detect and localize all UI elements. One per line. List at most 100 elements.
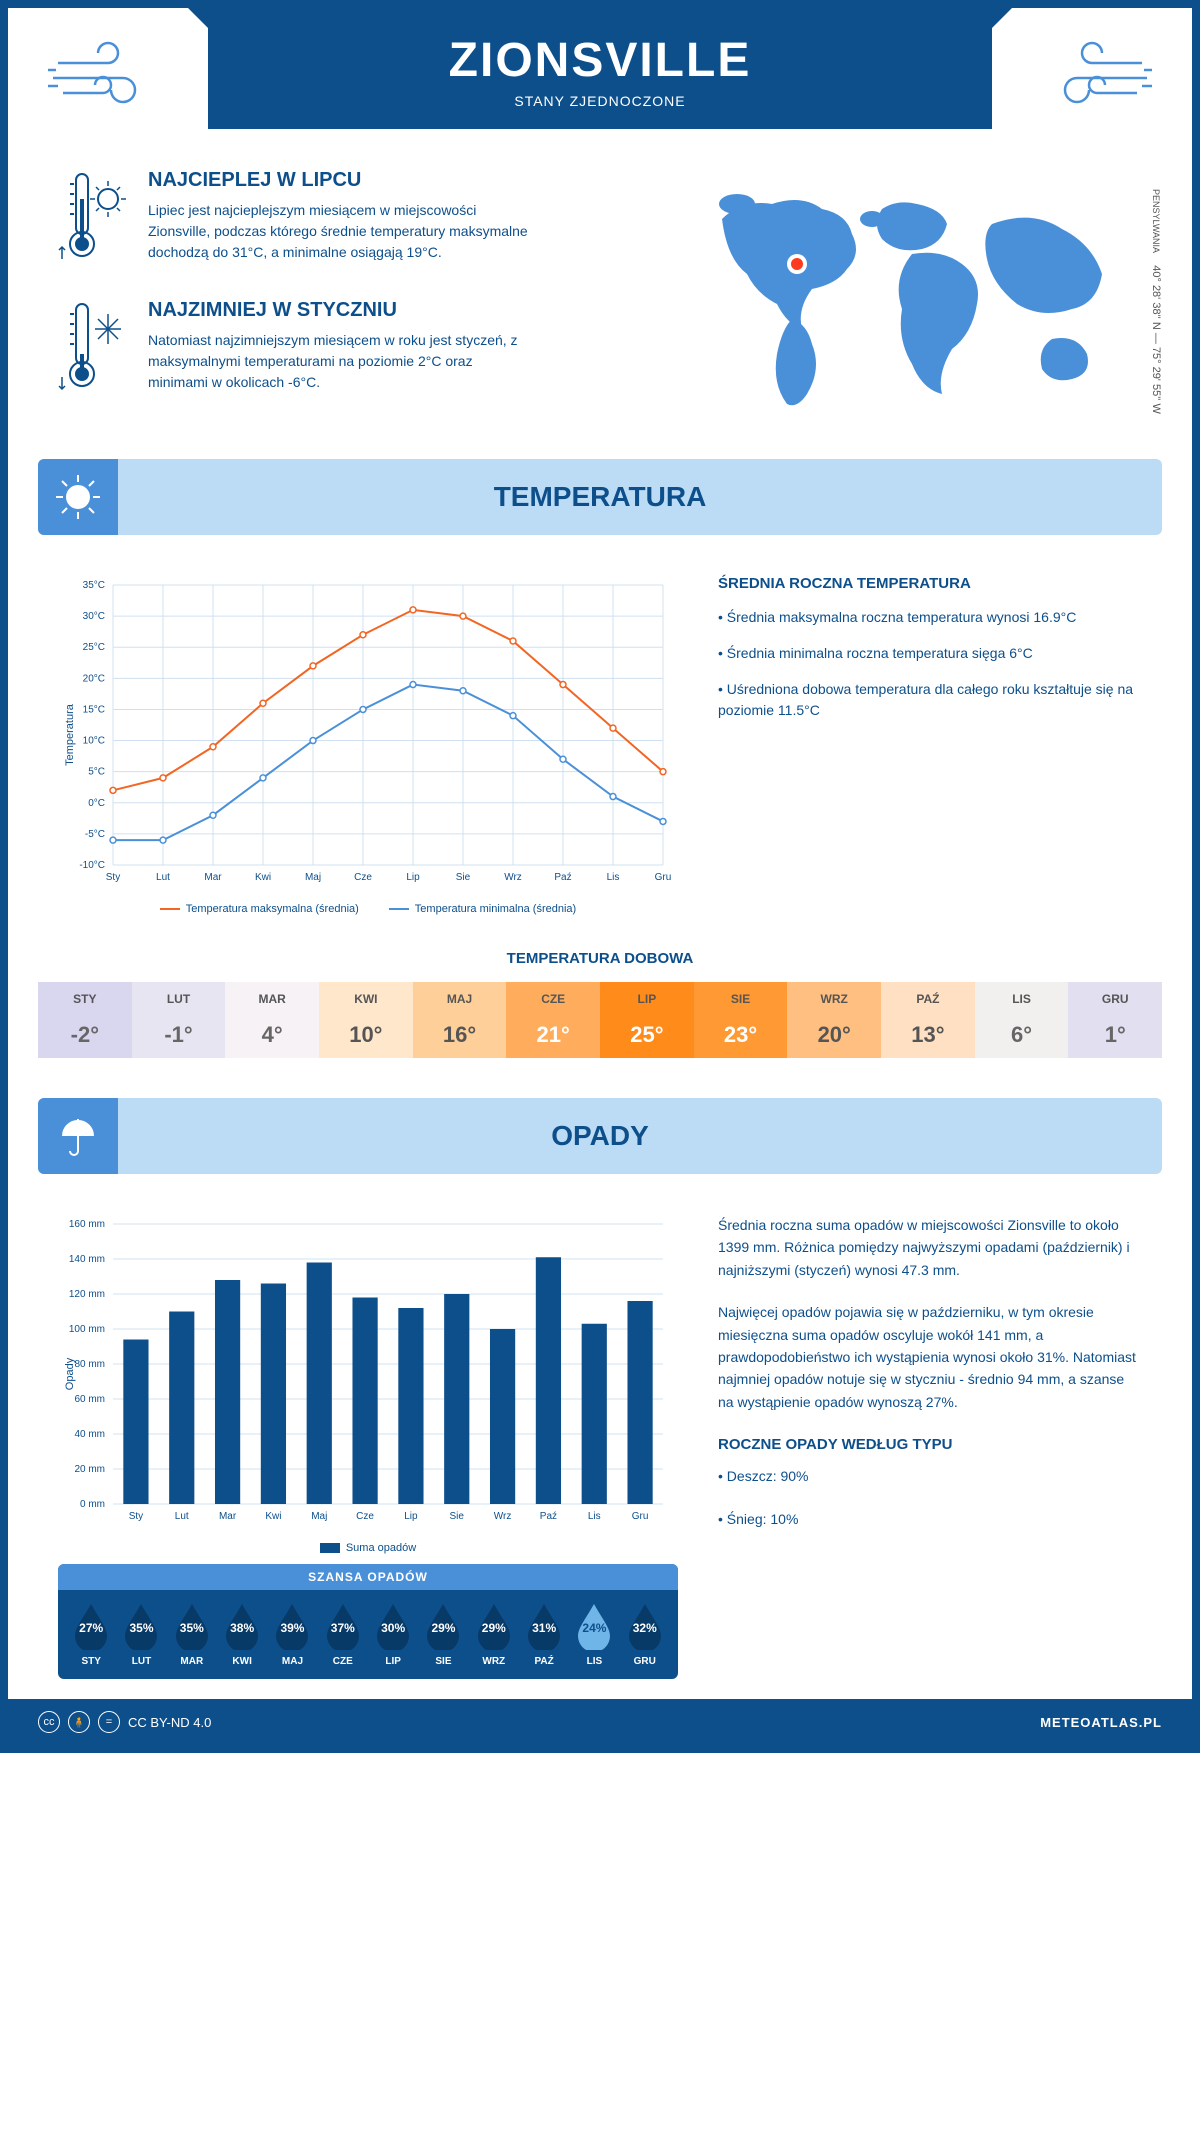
daily-cell: WRZ20° bbox=[787, 982, 881, 1058]
country-subtitle: STANY ZJEDNOCZONE bbox=[208, 93, 992, 109]
thermometer-cold-icon bbox=[58, 299, 128, 399]
svg-text:140 mm: 140 mm bbox=[69, 1254, 105, 1265]
city-title: ZIONSVILLE bbox=[208, 33, 992, 88]
cc-icon: cc bbox=[38, 1711, 60, 1733]
precipitation-info: Średnia roczna suma opadów w miejscowośc… bbox=[718, 1214, 1142, 1679]
temp-info-title: ŚREDNIA ROCZNA TEMPERATURA bbox=[718, 575, 1142, 592]
chance-drop: 24%LIS bbox=[569, 1602, 619, 1667]
svg-text:Sty: Sty bbox=[129, 1511, 143, 1522]
daily-cell: KWI10° bbox=[319, 982, 413, 1058]
temp-bullet-2: • Średnia minimalna roczna temperatura s… bbox=[718, 643, 1142, 664]
warmest-title: NAJCIEPLEJ W LIPCU bbox=[148, 169, 528, 192]
svg-text:20 mm: 20 mm bbox=[74, 1464, 105, 1475]
svg-text:Kwi: Kwi bbox=[255, 872, 271, 883]
svg-text:-5°C: -5°C bbox=[85, 829, 105, 840]
svg-text:120 mm: 120 mm bbox=[69, 1289, 105, 1300]
svg-text:Gru: Gru bbox=[632, 1511, 649, 1522]
daily-cell: MAR4° bbox=[225, 982, 319, 1058]
warmest-block: NAJCIEPLEJ W LIPCU Lipiec jest najcieple… bbox=[58, 169, 642, 269]
svg-text:Gru: Gru bbox=[655, 872, 672, 883]
precip-p1: Średnia roczna suma opadów w miejscowośc… bbox=[718, 1214, 1142, 1281]
temp-section-title: TEMPERATURA bbox=[494, 481, 707, 512]
svg-text:Lip: Lip bbox=[404, 1511, 418, 1522]
precip-p2: Najwięcej opadów pojawia się w październ… bbox=[718, 1301, 1142, 1413]
svg-text:Mar: Mar bbox=[204, 872, 222, 883]
svg-text:40 mm: 40 mm bbox=[74, 1429, 105, 1440]
svg-text:Paź: Paź bbox=[540, 1511, 557, 1522]
svg-text:60 mm: 60 mm bbox=[74, 1394, 105, 1405]
daily-cell: LUT-1° bbox=[132, 982, 226, 1058]
svg-text:20°C: 20°C bbox=[83, 673, 105, 684]
intro-section: NAJCIEPLEJ W LIPCU Lipiec jest najcieple… bbox=[8, 129, 1192, 459]
svg-text:15°C: 15°C bbox=[83, 704, 105, 715]
svg-text:Lut: Lut bbox=[175, 1511, 189, 1522]
svg-text:25°C: 25°C bbox=[83, 642, 105, 653]
page-footer: cc 🧍 = CC BY-ND 4.0 METEOATLAS.PL bbox=[8, 1699, 1192, 1745]
temperature-header: TEMPERATURA bbox=[38, 459, 1162, 535]
precipitation-chance-box: SZANSA OPADÓW 27%STY35%LUT35%MAR38%KWI39… bbox=[58, 1564, 678, 1679]
page-header: ZIONSVILLE STANY ZJEDNOCZONE bbox=[208, 8, 992, 129]
svg-text:Paź: Paź bbox=[554, 872, 571, 883]
state-label: PENSYLWANIA bbox=[1151, 189, 1161, 253]
chance-drop: 29%SIE bbox=[418, 1602, 468, 1667]
svg-text:Lip: Lip bbox=[406, 872, 420, 883]
chance-title: SZANSA OPADÓW bbox=[58, 1564, 678, 1590]
svg-text:0 mm: 0 mm bbox=[80, 1499, 105, 1510]
precipitation-header: OPADY bbox=[38, 1098, 1162, 1174]
daily-cell: MAJ16° bbox=[413, 982, 507, 1058]
precip-snow: • Śnieg: 10% bbox=[718, 1508, 1142, 1530]
umbrella-icon bbox=[38, 1098, 118, 1174]
chance-drop: 38%KWI bbox=[217, 1602, 267, 1667]
coords-value: 40° 28' 38'' N — 75° 29' 55'' W bbox=[1150, 265, 1162, 414]
chance-drop: 35%MAR bbox=[167, 1602, 217, 1667]
svg-text:160 mm: 160 mm bbox=[69, 1219, 105, 1230]
svg-text:100 mm: 100 mm bbox=[69, 1324, 105, 1335]
svg-text:Opady: Opady bbox=[64, 1357, 76, 1390]
chance-drop: 37%CZE bbox=[318, 1602, 368, 1667]
thermometer-hot-icon bbox=[58, 169, 128, 269]
chance-drop: 32%GRU bbox=[620, 1602, 670, 1667]
site-name: METEOATLAS.PL bbox=[1040, 1715, 1162, 1730]
coldest-title: NAJZIMNIEJ W STYCZNIU bbox=[148, 299, 528, 322]
coordinates: PENSYLWANIA 40° 28' 38'' N — 75° 29' 55'… bbox=[1150, 189, 1162, 414]
coldest-text: Natomiast najzimniejszym miesiącem w rok… bbox=[148, 330, 528, 393]
chance-drop: 39%MAJ bbox=[267, 1602, 317, 1667]
svg-text:Cze: Cze bbox=[356, 1511, 374, 1522]
nd-icon: = bbox=[98, 1711, 120, 1733]
svg-text:35°C: 35°C bbox=[83, 580, 105, 591]
svg-text:Maj: Maj bbox=[311, 1511, 327, 1522]
legend-precip: Suma opadów bbox=[320, 1542, 416, 1554]
svg-text:Temperatura: Temperatura bbox=[64, 703, 76, 766]
daily-cell: PAŹ13° bbox=[881, 982, 975, 1058]
daily-cell: SIE23° bbox=[694, 982, 788, 1058]
svg-text:Wrz: Wrz bbox=[504, 872, 522, 883]
sun-icon bbox=[38, 459, 118, 535]
svg-text:80 mm: 80 mm bbox=[74, 1359, 105, 1370]
svg-text:Lis: Lis bbox=[607, 872, 620, 883]
svg-text:Wrz: Wrz bbox=[494, 1511, 512, 1522]
daily-temp-table: STY-2°LUT-1°MAR4°KWI10°MAJ16°CZE21°LIP25… bbox=[38, 982, 1162, 1058]
daily-cell: LIS6° bbox=[975, 982, 1069, 1058]
chance-drop: 35%LUT bbox=[116, 1602, 166, 1667]
chance-drop: 30%LIP bbox=[368, 1602, 418, 1667]
temp-bullet-3: • Uśredniona dobowa temperatura dla całe… bbox=[718, 679, 1142, 721]
temperature-chart: -10°C-5°C0°C5°C10°C15°C20°C25°C30°C35°CS… bbox=[58, 575, 678, 915]
svg-text:Cze: Cze bbox=[354, 872, 372, 883]
chance-drop: 31%PAŹ bbox=[519, 1602, 569, 1667]
svg-text:0°C: 0°C bbox=[88, 798, 105, 809]
svg-text:Lut: Lut bbox=[156, 872, 170, 883]
svg-text:30°C: 30°C bbox=[83, 611, 105, 622]
svg-text:Sie: Sie bbox=[450, 1511, 465, 1522]
svg-text:Maj: Maj bbox=[305, 872, 321, 883]
precip-section-title: OPADY bbox=[551, 1120, 649, 1151]
daily-temp-title: TEMPERATURA DOBOWA bbox=[8, 950, 1192, 967]
svg-text:Mar: Mar bbox=[219, 1511, 237, 1522]
svg-text:-10°C: -10°C bbox=[79, 860, 105, 871]
world-map: PENSYLWANIA 40° 28' 38'' N — 75° 29' 55'… bbox=[682, 169, 1142, 429]
temperature-info: ŚREDNIA ROCZNA TEMPERATURA • Średnia mak… bbox=[718, 575, 1142, 915]
chance-drop: 27%STY bbox=[66, 1602, 116, 1667]
wind-icon bbox=[48, 38, 168, 118]
svg-text:Lis: Lis bbox=[588, 1511, 601, 1522]
coldest-block: NAJZIMNIEJ W STYCZNIU Natomiast najzimni… bbox=[58, 299, 642, 399]
warmest-text: Lipiec jest najcieplejszym miesiącem w m… bbox=[148, 200, 528, 263]
